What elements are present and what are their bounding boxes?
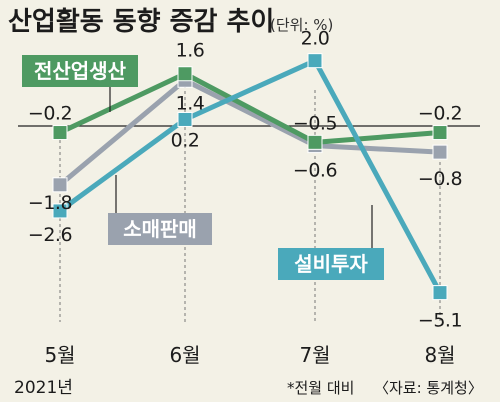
series-line-2 [58, 58, 443, 294]
year-label: 2021년 [14, 378, 73, 398]
data-label: 2.0 [301, 28, 330, 50]
x-tick-label: 8월 [424, 343, 455, 367]
data-label: −0.8 [418, 168, 462, 190]
data-label: 1.6 [176, 40, 205, 62]
data-point-marker [52, 177, 68, 193]
legend-tag-box [108, 213, 212, 245]
legend-tag-label: 전산업생산 [34, 59, 127, 83]
legend-tag-label: 설비투자 [294, 252, 368, 276]
data-point-marker [432, 144, 448, 160]
legend-tag-box [22, 55, 138, 87]
data-point-marker [432, 285, 448, 301]
data-point-marker [52, 203, 68, 219]
x-tick-label: 5월 [44, 343, 75, 367]
legend-tag-box [278, 248, 384, 280]
data-label: −0.6 [293, 160, 337, 182]
data-label: 1.4 [176, 92, 205, 114]
series-line-1 [58, 77, 441, 187]
data-point-marker [307, 53, 323, 69]
x-tick-label: 7월 [299, 343, 330, 367]
legend-tag-label: 소매판매 [123, 217, 197, 241]
x-tick-label: 6월 [169, 343, 200, 367]
data-point-marker [177, 66, 193, 82]
data-label: −2.6 [28, 224, 72, 246]
note-label: *전월 대비 [287, 379, 354, 397]
data-label: −0.5 [293, 112, 337, 134]
source-label: 〈자료: 통계청〉 [374, 379, 483, 397]
data-point-marker [432, 125, 448, 141]
data-point-marker [52, 125, 68, 141]
data-label: 0.2 [171, 129, 200, 151]
data-point-marker [177, 111, 193, 127]
data-label: −1.8 [28, 192, 72, 214]
series-line-0 [58, 71, 441, 145]
data-label: −5.1 [418, 310, 462, 332]
chart-title: 산업활동 동향 증감 추이 [8, 7, 274, 37]
unit-label: (단위: %) [270, 16, 333, 34]
data-label: −0.2 [28, 103, 72, 125]
data-point-marker [307, 134, 323, 150]
data-label: −0.2 [418, 103, 462, 125]
